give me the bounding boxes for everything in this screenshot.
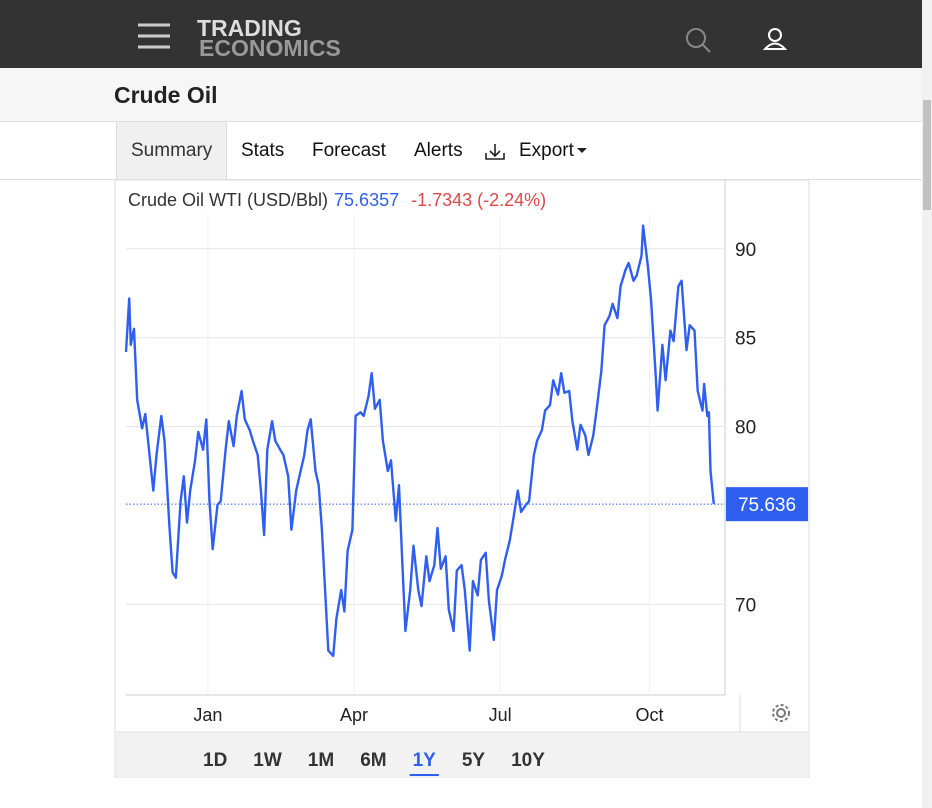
chart-frame <box>114 179 810 778</box>
scroll-thumb[interactable] <box>923 100 931 210</box>
export-caret <box>577 148 587 153</box>
range-bar <box>116 732 808 777</box>
range-button[interactable]: 1Y <box>413 750 437 771</box>
range-button[interactable]: 6M <box>360 750 386 771</box>
range-button[interactable]: 5Y <box>462 750 486 771</box>
x-tick-label: Jul <box>489 705 512 725</box>
logo-top: TRADING <box>197 15 302 41</box>
range-button[interactable]: 10Y <box>511 750 545 771</box>
tab[interactable]: Export <box>519 140 574 161</box>
settings-button[interactable] <box>772 704 790 722</box>
search-button[interactable] <box>686 28 711 53</box>
price: 75.6357 <box>334 190 399 210</box>
tab[interactable]: Forecast <box>312 140 386 161</box>
top-bar-icons: TRADING ECONOMICS <box>138 15 788 61</box>
top-bar: TRADING ECONOMICS <box>0 0 922 68</box>
current-value-box <box>726 487 808 522</box>
y-tick-label: 90 <box>735 240 756 261</box>
user-button[interactable] <box>762 28 788 50</box>
chart-title: Crude Oil WTI (USD/Bbl) <box>128 190 328 210</box>
x-tick-label: Apr <box>340 705 368 725</box>
current-value-label: 75.636 <box>738 495 796 516</box>
price-line <box>124 224 715 658</box>
menu-button[interactable] <box>138 23 170 49</box>
title-band: Crude Oil <box>0 68 922 122</box>
export-icons <box>485 144 505 160</box>
tab-bar: Summary Stats Forecast Alerts Export <box>0 122 922 180</box>
logo-bottom: ECONOMICS <box>199 35 341 61</box>
y-tick-label: 70 <box>735 595 756 616</box>
y-tick-label: 80 <box>735 418 756 439</box>
x-tick-label: Oct <box>636 705 664 725</box>
scrollbar[interactable] <box>922 0 932 808</box>
range-button[interactable]: 1M <box>308 750 334 771</box>
tab[interactable]: Alerts <box>414 140 463 161</box>
y-tick-label: 85 <box>735 329 756 350</box>
range-button[interactable]: 1W <box>253 750 282 771</box>
x-tick-label: Jan <box>193 705 222 725</box>
tab[interactable]: Stats <box>241 140 285 161</box>
price-change: -1.7343 (-2.24%) <box>411 190 546 210</box>
tab[interactable]: Summary <box>116 122 228 179</box>
range-button[interactable]: 1D <box>203 750 227 771</box>
page-title: Crude Oil <box>114 82 218 108</box>
